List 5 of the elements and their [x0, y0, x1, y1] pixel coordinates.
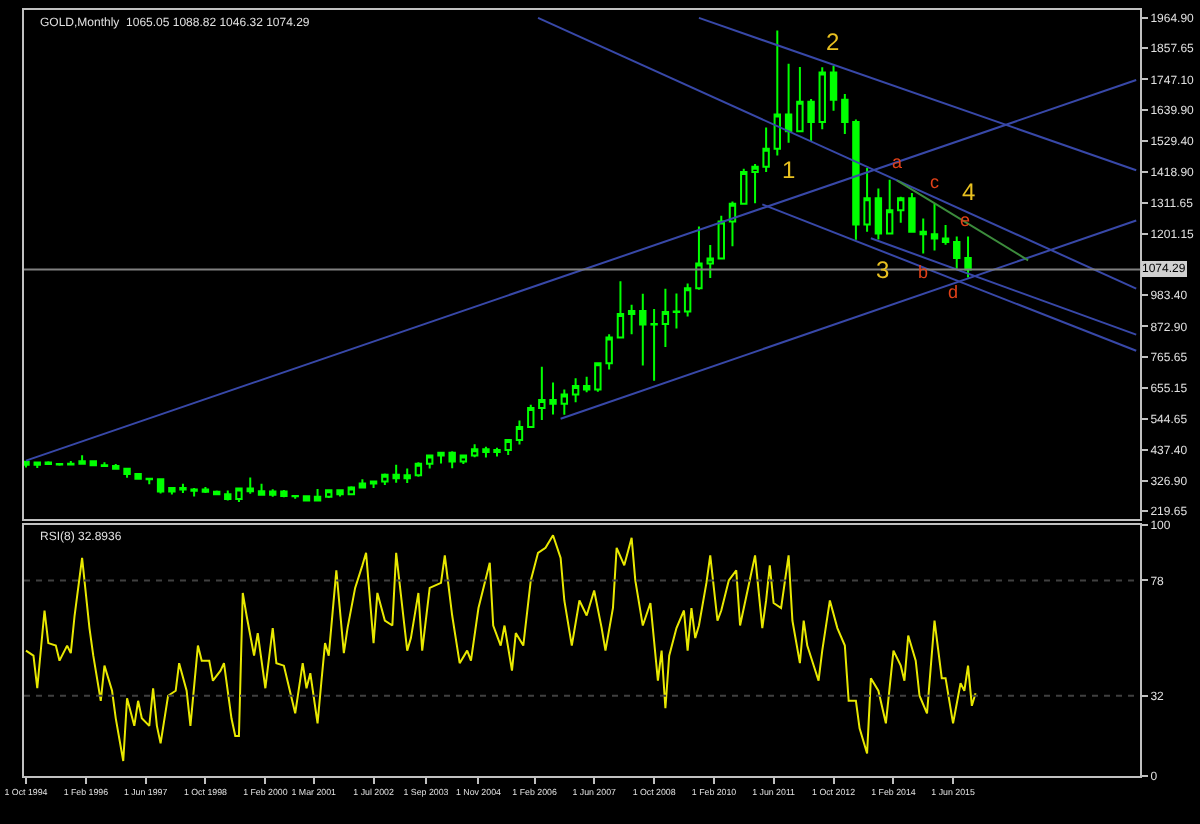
annotation: d [948, 282, 959, 302]
annotation: 1 [782, 156, 796, 184]
annotation: 4 [962, 178, 976, 206]
annotation: c [930, 172, 940, 192]
annotation: 2 [826, 28, 840, 56]
